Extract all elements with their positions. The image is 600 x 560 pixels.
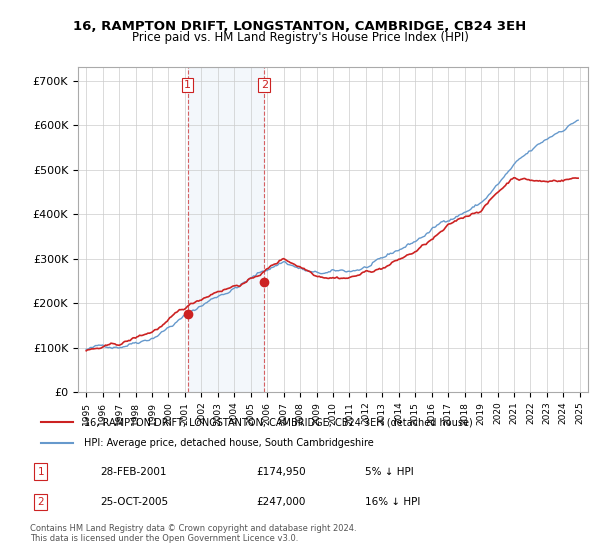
Text: Contains HM Land Registry data © Crown copyright and database right 2024.
This d: Contains HM Land Registry data © Crown c…: [30, 524, 356, 543]
Text: £174,950: £174,950: [257, 466, 307, 477]
Text: 2: 2: [260, 80, 268, 90]
Text: 5% ↓ HPI: 5% ↓ HPI: [365, 466, 413, 477]
Text: 16, RAMPTON DRIFT, LONGSTANTON, CAMBRIDGE, CB24 3EH: 16, RAMPTON DRIFT, LONGSTANTON, CAMBRIDG…: [73, 20, 527, 32]
Text: Price paid vs. HM Land Registry's House Price Index (HPI): Price paid vs. HM Land Registry's House …: [131, 31, 469, 44]
Bar: [188, 67, 264, 392]
Text: 25-OCT-2005: 25-OCT-2005: [100, 497, 169, 507]
Text: 16, RAMPTON DRIFT, LONGSTANTON, CAMBRIDGE, CB24 3EH (detached house): 16, RAMPTON DRIFT, LONGSTANTON, CAMBRIDG…: [84, 417, 473, 427]
Text: 2: 2: [37, 497, 44, 507]
Text: 1: 1: [37, 466, 44, 477]
Text: £247,000: £247,000: [257, 497, 306, 507]
Text: 16% ↓ HPI: 16% ↓ HPI: [365, 497, 420, 507]
Text: HPI: Average price, detached house, South Cambridgeshire: HPI: Average price, detached house, Sout…: [84, 438, 374, 448]
Text: 28-FEB-2001: 28-FEB-2001: [100, 466, 167, 477]
Text: 1: 1: [184, 80, 191, 90]
